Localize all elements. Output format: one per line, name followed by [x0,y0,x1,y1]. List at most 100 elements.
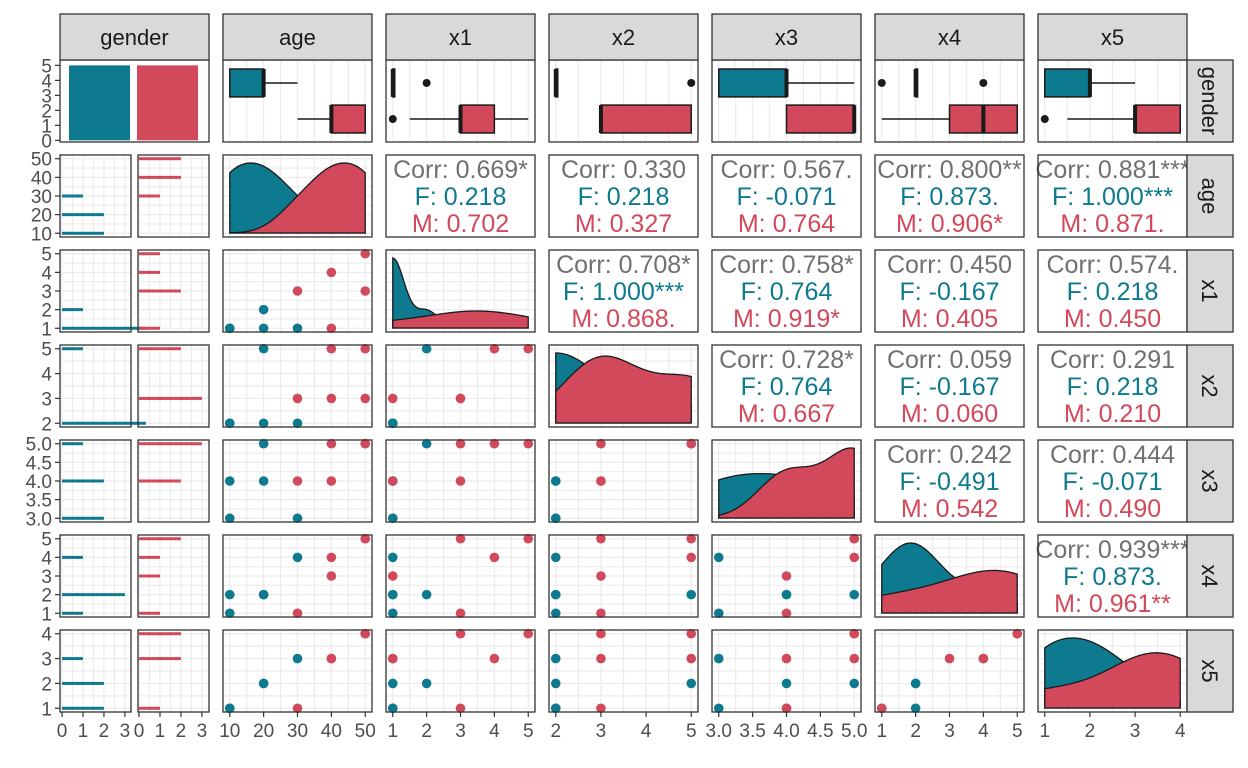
boxplot-box-M [1134,104,1181,134]
scatter-point-M [326,552,337,563]
corr-label-f: F: -0.071 [1062,468,1162,496]
strip-right-x3 [1186,439,1234,523]
scatter-point-F [550,513,561,524]
strip-top-age [222,13,373,61]
boxplot-box-M [330,104,366,134]
panel-background [712,345,861,427]
boxplot-outlier-F [687,78,696,87]
y-axis-tick-label: 3.5 [26,491,52,512]
corr-label-corr: Corr: 0.881*** [1035,156,1190,184]
hist-bar-x3 [62,479,104,483]
panel-border [548,629,699,713]
strip-top-x1 [385,13,536,61]
hist-bar-x4 [62,593,125,597]
scatter-point-M [686,438,697,449]
panel-background [875,345,1024,427]
density-M-x4 [881,569,1018,614]
scatter-point-M [849,653,860,664]
boxplot-box-M [785,104,855,134]
corr-label-m: M: 0.210 [1064,400,1161,428]
scatter-point-M [326,653,337,664]
x-axis-tick-label: 3.5 [739,721,765,742]
scatter-point-M [596,476,606,486]
strip-right-label: x3 [1197,469,1222,492]
scatter-point-M [489,552,500,563]
y-axis-tick-label: 3 [41,389,52,410]
panel-background [549,250,698,332]
hist-bar-x5 [139,657,181,661]
corr-label-m: M: 0.490 [1064,495,1161,523]
panel-border [137,534,210,618]
boxplot-box-F [718,68,788,98]
density-M-age [229,162,366,234]
scatter-point-F [849,678,860,689]
x-axis-tick-label: 20 [253,721,274,742]
scatter-point-M [292,476,303,486]
hist-bar-x5 [139,632,181,636]
y-axis-tick-label: 5 [41,56,52,77]
scatter-point-M [455,608,466,619]
scatter-point-F [550,703,561,714]
corr-label-corr: Corr: 0.708* [556,251,691,279]
scatter-point-M [596,608,606,619]
hist-bar-x2 [62,347,83,351]
scatter-point-M [781,703,792,714]
scatter-point-M [849,533,860,544]
x-axis-tick-label: 4 [1175,721,1186,742]
hist-bar-x2 [139,396,202,400]
scatter-point-M [686,653,697,664]
corr-label-corr: Corr: 0.800** [877,156,1022,184]
boxplot-outlier-F [422,78,431,87]
corr-label-f: F: 1.000*** [1052,183,1173,211]
hist-bar-age [62,213,104,217]
hist-bar-x3 [139,442,202,446]
hist-bar-x4 [139,574,160,578]
corr-label-corr: Corr: 0.567. [720,156,852,184]
panel-border [385,249,536,333]
hist-bar-age [139,175,181,179]
x-axis-tick-label: 2 [910,721,921,742]
y-axis-tick-label: 3 [41,282,52,303]
x-axis-tick-label: 1 [387,721,398,742]
scatter-point-F [421,343,432,354]
scatter-point-M [292,393,303,404]
y-axis-tick-label: 20 [31,206,52,227]
y-axis-tick-label: 2 [41,674,52,695]
panel-border [874,534,1025,618]
panel-border [137,629,210,713]
x-axis-tick-label: 3 [944,721,955,742]
scatter-point-F [421,678,432,689]
corr-label-corr: Corr: 0.444 [1050,441,1175,469]
hist-bar-age [62,194,83,198]
panel-border [548,439,699,523]
strip-top-label: age [279,25,316,50]
scatter-point-F [387,678,398,689]
hist-bar-x5 [62,706,104,710]
scatter-point-F [292,653,303,664]
corr-label-corr: Corr: 0.669* [393,156,528,184]
scatter-point-M [596,628,606,639]
y-axis-tick-label: 50 [31,150,52,171]
strip-right-label: gender [1197,67,1222,136]
corr-label-f: F: 0.218 [1067,373,1159,401]
scatter-point-M [523,533,534,544]
panel-background [875,250,1024,332]
boxplot-outlier-M [1040,115,1049,124]
hist-bar-age [139,157,181,161]
panel-background [1038,440,1187,522]
x-axis-tick-label: 3 [1130,721,1141,742]
scatter-point-M [326,476,337,486]
scatter-point-M [360,438,371,449]
scatter-point-M [523,343,534,354]
panel-border [711,534,862,618]
corr-label-f: F: 0.764 [741,373,833,401]
density-M-x1 [392,310,529,329]
x-axis-tick-label: 1 [155,721,166,742]
hist-bar-x2 [139,347,181,351]
corr-label-f: F: 0.764 [741,278,833,306]
scatter-point-F [781,589,792,600]
panel-background [549,155,698,237]
panel-border [874,249,1025,333]
hist-bar-x3 [62,442,83,446]
